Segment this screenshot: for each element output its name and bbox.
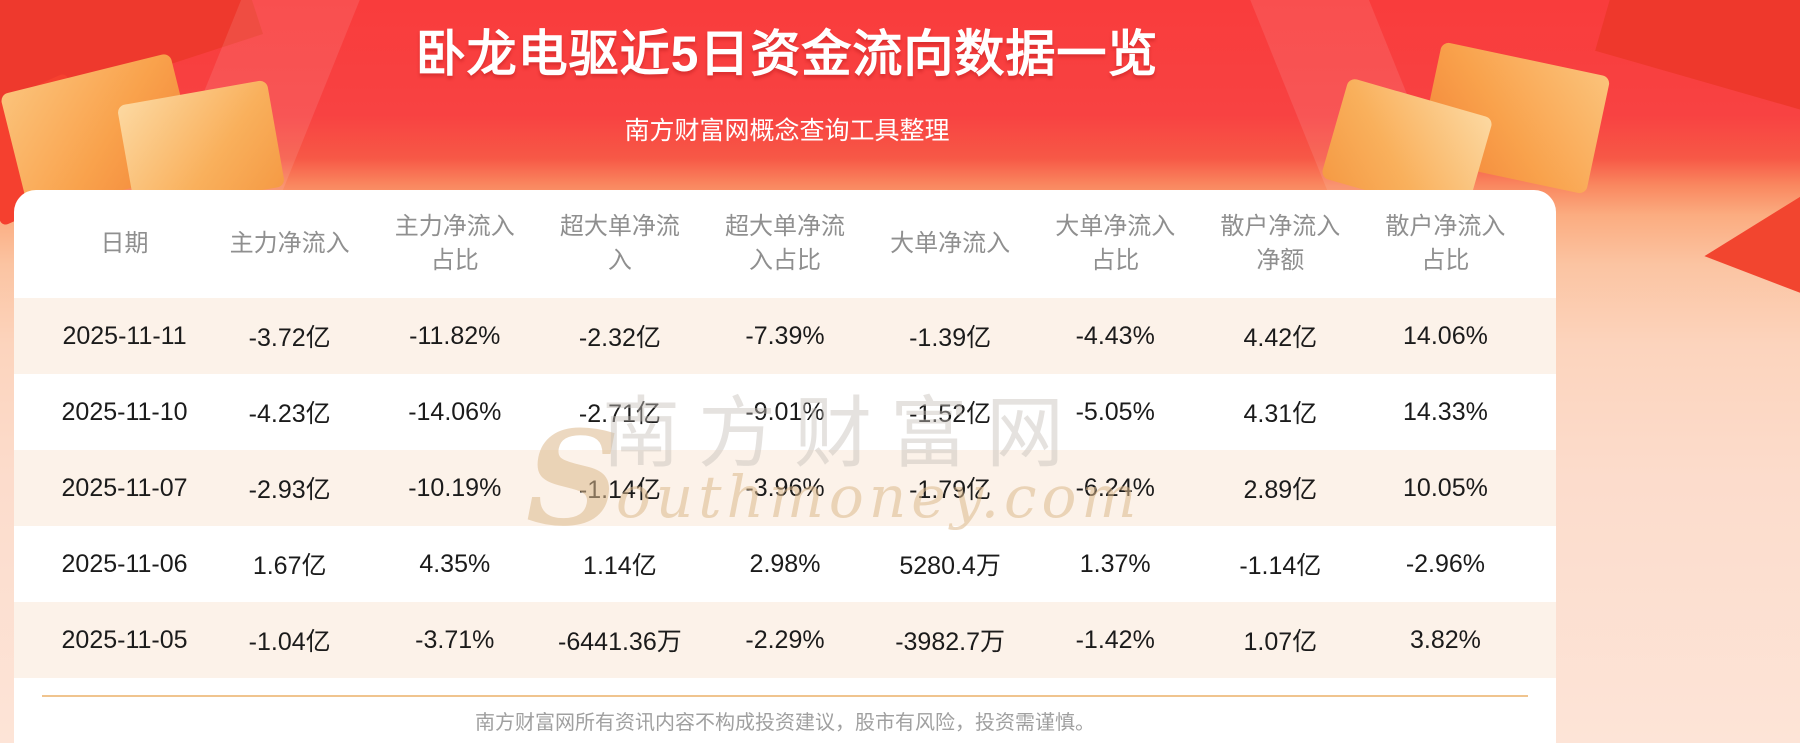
table-cell: -3.72亿 bbox=[248, 324, 331, 352]
table-cell: 2.98% bbox=[749, 549, 821, 578]
table-cell: -2.29% bbox=[745, 625, 825, 654]
header-cell: 超大单净流入 bbox=[559, 213, 680, 274]
table-cell: -11.82% bbox=[409, 321, 501, 350]
table-cell: -3.71% bbox=[415, 625, 495, 654]
table-row: 2025-11-05 -1.04亿 -3.71% -6441.36万 -2.29% -39… bbox=[14, 602, 1556, 678]
table-cell: -6441.36万 bbox=[558, 628, 682, 656]
table-row: 2025-11-07 -2.93亿 -10.19% -1.14亿 -3.96% -1.79… bbox=[14, 450, 1556, 526]
table-cell: 10.05% bbox=[1403, 473, 1488, 502]
table-cell: 2025-11-11 bbox=[62, 321, 187, 350]
table-cell: 14.06% bbox=[1403, 321, 1488, 350]
table-cell: -2.71亿 bbox=[578, 400, 661, 428]
footer-divider-line bbox=[42, 695, 1528, 697]
table-cell: -3982.7万 bbox=[895, 628, 1005, 656]
page-subtitle: 南方财富网概念查询工具整理 bbox=[624, 117, 950, 145]
table-cell: 4.42亿 bbox=[1243, 324, 1318, 352]
table-row: 2025-11-11 -3.72亿 -11.82% -2.32亿 -7.39% -1.39… bbox=[14, 298, 1556, 374]
table-cell: -14.06% bbox=[408, 397, 502, 426]
disclaimer-text: 南方财富网所有资讯内容不构成投资建议，股市有风险，投资需谨慎。 bbox=[475, 712, 1095, 734]
table-cell: 4.31亿 bbox=[1243, 400, 1318, 428]
table-cell: 1.14亿 bbox=[583, 552, 657, 580]
table-cell: 2.89亿 bbox=[1243, 476, 1318, 504]
table-cell: -6.24% bbox=[1075, 473, 1155, 502]
header-cell: 散户净流入净额 bbox=[1220, 213, 1341, 274]
table-cell: 2025-11-07 bbox=[61, 473, 188, 502]
table-cell: 5280.4万 bbox=[899, 552, 1001, 580]
header-cell: 主力净流入占比 bbox=[394, 213, 515, 274]
table-cell: -2.93亿 bbox=[248, 476, 331, 504]
table-cell: 1.07亿 bbox=[1243, 628, 1318, 656]
header-cell: 大单净流入占比 bbox=[1055, 213, 1176, 274]
table-cell: -2.32亿 bbox=[578, 324, 661, 352]
table-body: 2025-11-11 -3.72亿 -11.82% -2.32亿 -7.39% -1.39… bbox=[14, 298, 1556, 678]
header-cell: 日期 bbox=[100, 230, 149, 257]
header-cell: 主力净流入 bbox=[229, 230, 350, 257]
table-cell: 14.33% bbox=[1403, 397, 1488, 426]
table-cell: -4.23亿 bbox=[248, 400, 331, 428]
table-cell: -4.43% bbox=[1075, 321, 1155, 350]
table-row: 2025-11-06 1.67亿 4.35% 1.14亿 2.98% 5280.4万 1.3… bbox=[14, 526, 1556, 602]
table-cell: 2025-11-10 bbox=[61, 397, 188, 426]
table-cell: 3.82% bbox=[1409, 625, 1481, 654]
table-header-row: 日期 主力净流入 主力净流入占比 超大单净流入 超大单净流入占比 大单净流入 大单净流入占比… bbox=[14, 190, 1556, 298]
header-cell: 大单净流入 bbox=[890, 230, 1011, 257]
page-title: 卧龙电驱近5日资金流向数据一览 bbox=[415, 26, 1159, 82]
table-cell: 1.67亿 bbox=[252, 552, 327, 580]
table-cell: -1.79亿 bbox=[909, 476, 992, 504]
header-cell: 超大单净流入占比 bbox=[724, 213, 845, 274]
table-cell: -2.96% bbox=[1405, 549, 1486, 578]
table-cell: -1.52亿 bbox=[909, 400, 992, 428]
table-cell: -5.05% bbox=[1075, 397, 1155, 426]
table-cell: -7.39% bbox=[745, 321, 825, 350]
table-cell: 2025-11-06 bbox=[61, 549, 188, 578]
table-cell: -3.96% bbox=[745, 473, 825, 502]
table-cell: 4.35% bbox=[419, 549, 491, 578]
table-cell: 2025-11-05 bbox=[61, 625, 188, 654]
table-cell: -1.14亿 bbox=[578, 476, 661, 504]
header-cell: 散户净流入占比 bbox=[1385, 213, 1506, 274]
table-cell: -1.04亿 bbox=[248, 628, 331, 656]
table-cell: -1.39亿 bbox=[909, 324, 992, 352]
table-cell: 1.37% bbox=[1079, 549, 1151, 578]
table-cell: -1.14亿 bbox=[1239, 552, 1322, 580]
table-cell: -1.42% bbox=[1075, 625, 1155, 654]
table-cell: -9.01% bbox=[745, 397, 825, 426]
table-cell: -10.19% bbox=[408, 473, 502, 502]
table-row: 2025-11-10 -4.23亿 -14.06% -2.71亿 -9.01% -1.52… bbox=[14, 374, 1556, 450]
data-table-card: 日期 主力净流入 主力净流入占比 超大单净流入 超大单净流入占比 大单净流入 大单净流入占比… bbox=[14, 190, 1556, 743]
